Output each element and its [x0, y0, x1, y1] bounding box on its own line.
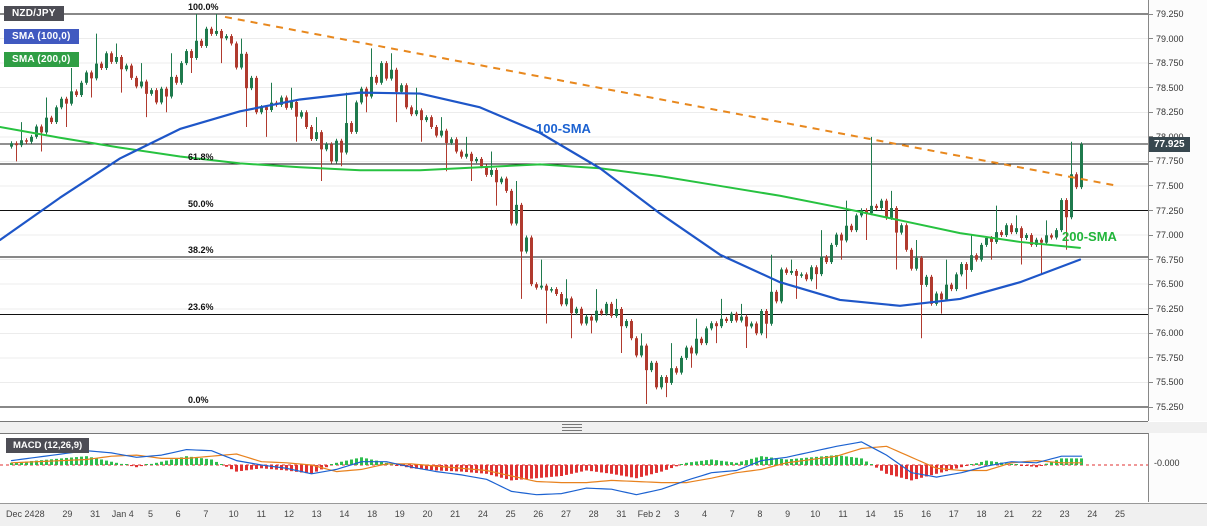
sma100-annotation: 100-SMA: [536, 121, 591, 136]
time-axis-label: 16: [921, 509, 932, 519]
time-axis-label: 10: [810, 509, 821, 519]
price-tick-label: 77.250: [1149, 206, 1184, 216]
time-axis-label: 18: [367, 509, 378, 519]
time-axis-label: 14: [339, 509, 350, 519]
time-axis-label: 18: [976, 509, 987, 519]
time-axis-label: 28: [34, 509, 45, 519]
time-axis-label: 5: [147, 509, 154, 519]
macd-chart-canvas[interactable]: [0, 434, 1148, 503]
price-chart-canvas[interactable]: [0, 0, 1148, 421]
price-tick-label: 75.750: [1149, 353, 1184, 363]
price-axis[interactable]: 79.250 79.000 78.750 78.500 78.250 78.000 77.7…: [1148, 0, 1207, 421]
time-axis-label: 10: [228, 509, 239, 519]
chart-legend: NZD/JPY SMA (100,0) SMA (200,0): [4, 6, 79, 67]
time-axis-label: 13: [311, 509, 322, 519]
time-axis-label: Dec 24: [6, 509, 35, 519]
time-axis-label: 31: [616, 509, 627, 519]
time-axis-label: 7: [729, 509, 735, 519]
macd-axis: -0.000: [1148, 433, 1207, 502]
sma200-annotation: 200-SMA: [1062, 229, 1117, 244]
fib-level-label: 50.0%: [188, 198, 214, 209]
price-tick-label: 78.000: [1149, 132, 1184, 142]
time-axis-label: 11: [256, 509, 266, 519]
price-tick-label: 76.750: [1149, 255, 1184, 265]
time-axis-label: 9: [785, 509, 791, 519]
time-axis-label: 28: [588, 509, 599, 519]
time-axis-label: 29: [62, 509, 73, 519]
time-axis-label: 22: [1031, 509, 1042, 519]
panel-resize-handle[interactable]: [562, 424, 582, 431]
price-tick-label: 78.250: [1149, 107, 1184, 117]
macd-panel[interactable]: MACD (12,26,9): [0, 433, 1148, 504]
time-axis-label: 15: [893, 509, 904, 519]
time-axis-label: 12: [283, 509, 295, 519]
fib-level-label: 0.0%: [188, 395, 209, 405]
price-tick-label: 78.500: [1149, 83, 1184, 93]
price-tick-label: 75.500: [1149, 377, 1184, 387]
time-axis-label: Jan 4: [111, 509, 134, 519]
time-axis[interactable]: Dec 24 28 29 31 Jan 4 5 6 7 10 11 12 13 14 18 19 20 21 24…: [0, 503, 1207, 526]
fib-level-label: 38.2%: [188, 244, 214, 255]
price-tick-label: 76.000: [1149, 328, 1184, 338]
time-axis-label: 27: [560, 509, 572, 519]
time-axis-label: 25: [505, 509, 516, 519]
price-tick-label: 75.250: [1149, 402, 1184, 412]
time-axis-label: Feb 2: [637, 509, 661, 519]
current-price-badge: 77.925: [1149, 137, 1190, 152]
macd-indicator-badge[interactable]: MACD (12,26,9): [6, 438, 90, 453]
time-axis-label: 26: [533, 509, 544, 519]
time-axis-label: 19: [394, 509, 405, 519]
time-axis-label: 4: [701, 509, 708, 519]
time-axis-label: 21: [1004, 509, 1015, 519]
price-tick-label: 78.750: [1149, 58, 1184, 68]
time-axis-label: 20: [422, 509, 433, 519]
time-axis-label: 21: [450, 509, 461, 519]
time-axis-label: 25: [1114, 509, 1126, 519]
time-axis-label: 17: [948, 509, 959, 519]
fib-level-label: 61.8%: [188, 152, 214, 163]
main-chart-panel[interactable]: NZD/JPY SMA (100,0) SMA (200,0) 100-SMA …: [0, 0, 1148, 422]
time-axis-label: 24: [477, 509, 488, 519]
time-axis-label: 14: [865, 509, 876, 519]
price-tick-label: 79.250: [1149, 9, 1184, 19]
price-tick-label: 77.500: [1149, 181, 1184, 191]
price-tick-label: 77.750: [1149, 156, 1184, 166]
price-tick-label: 79.000: [1149, 34, 1184, 44]
time-axis-label: 31: [90, 509, 101, 519]
fib-level-label: 23.6%: [188, 302, 214, 313]
macd-zero-label: -0.000: [1154, 458, 1180, 468]
price-tick-label: 76.500: [1149, 279, 1184, 289]
time-axis-label: 3: [674, 509, 680, 519]
time-axis-label: 24: [1087, 509, 1098, 519]
price-tick-label: 76.250: [1149, 304, 1184, 314]
symbol-badge[interactable]: NZD/JPY: [4, 6, 64, 21]
fib-level-label: 100.0%: [188, 2, 219, 12]
panel-divider: [0, 422, 1207, 433]
time-axis-label: 6: [175, 509, 181, 519]
price-tick-label: 77.000: [1149, 230, 1184, 240]
sma100-badge[interactable]: SMA (100,0): [4, 29, 79, 44]
time-axis-label: 8: [757, 509, 763, 519]
time-axis-label: 11: [838, 509, 848, 519]
time-axis-label: 23: [1059, 509, 1070, 519]
time-axis-label: 7: [203, 509, 209, 519]
sma200-badge[interactable]: SMA (200,0): [4, 52, 79, 67]
